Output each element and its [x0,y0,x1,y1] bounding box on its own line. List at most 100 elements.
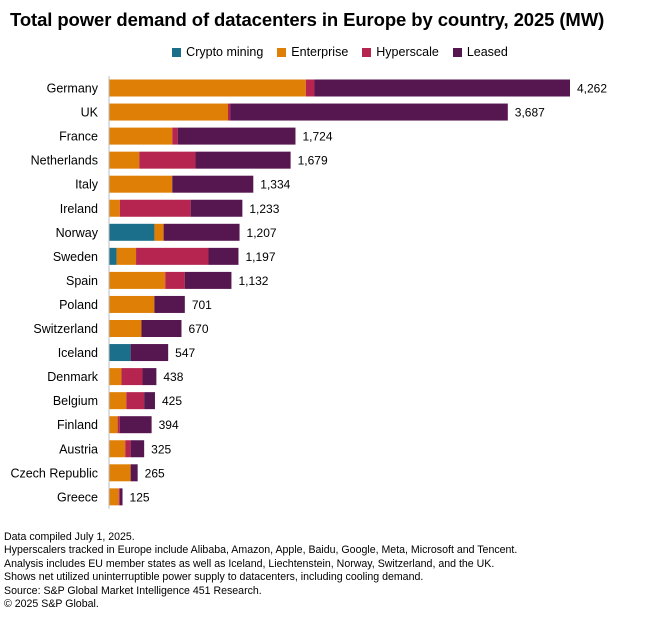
chart-title: Total power demand of datacenters in Eur… [10,9,605,30]
total-value-label: 1,207 [247,226,277,240]
bar-segment-enterprise [109,127,173,145]
bar-segment-hyperscale [118,488,120,506]
bar-segment-hyperscale [125,440,131,458]
legend-item-crypto-mining: Crypto mining [172,45,263,59]
bar-group-switzerland: Switzerland 670 [33,320,209,337]
bar-segment-enterprise [109,392,127,410]
total-value-label: 425 [162,394,182,408]
total-value-label: 3,687 [515,106,545,120]
bar-group-austria: Austria 325 [59,440,172,458]
legend-label: Crypto mining [186,45,264,59]
bar-segment-leased [184,271,232,289]
bar-group-belgium: Belgium 425 [53,392,182,410]
bar-segment-leased [144,392,155,410]
legend-swatch [172,47,182,57]
bar-segment-enterprise [109,488,119,506]
category-label: Sweden [53,250,98,264]
footnotes: Data compiled July 1, 2025. Hyperscalers… [4,531,517,611]
bar-segment-hyperscale [117,416,120,434]
bar-segment-hyperscale [165,271,185,289]
legend-label: Enterprise [291,45,349,59]
bar-segment-leased [230,103,508,121]
total-value-label: 670 [188,322,208,336]
legend-label: Leased [466,45,508,59]
bar-segment-leased [141,320,182,337]
bar-segment-enterprise [116,247,137,265]
bar-segment-crypto-mining [109,223,155,241]
bar-group-finland: Finland 394 [57,416,179,434]
bar-group-netherlands: Netherlands 1,679 [31,151,328,169]
category-label: Poland [59,298,98,312]
category-label: Iceland [58,346,98,360]
bar-segment-leased [177,127,296,145]
bar-segment-enterprise [109,175,173,193]
bar-segment-hyperscale [305,79,315,97]
category-label: Austria [59,442,98,456]
bar-segment-enterprise [109,440,126,458]
total-value-label: 1,197 [245,250,275,264]
category-label: Italy [75,178,99,192]
bar-segment-leased [154,295,185,313]
legend-swatch [452,47,462,57]
bar-group-france: France 1,724 [59,127,333,145]
bar-segment-hyperscale [121,368,143,386]
bar-segment-leased [130,464,138,482]
category-label: France [59,130,98,144]
total-value-label: 1,679 [298,154,328,168]
bar-segment-hyperscale [227,103,231,121]
category-label: UK [81,106,99,120]
bar-segment-leased [119,488,123,506]
bar-segment-hyperscale [139,151,196,169]
category-label: Finland [57,418,98,432]
bar-segment-leased [208,247,239,265]
bar-group-norway: Norway 1,207 [56,223,277,241]
footnote-copyright: © 2025 S&P Global. [4,598,99,611]
bar-segment-leased [190,199,243,217]
bar-segment-hyperscale [172,127,178,145]
bar-segment-leased [163,223,240,241]
bar-group-czech-republic: Czech Republic 265 [10,464,165,482]
total-value-label: 1,334 [260,178,290,192]
bar-group-italy: Italy 1,334 [75,175,291,193]
bar-segment-enterprise [154,223,164,241]
category-label: Ireland [60,202,98,216]
bar-group-poland: Poland 701 [59,295,212,313]
bar-segment-leased [130,344,169,362]
bar-segment-enterprise [109,368,122,386]
total-value-label: 394 [159,418,179,432]
bar-group-sweden: Sweden 1,197 [53,247,276,265]
bar-group-greece: Greece 125 [57,488,150,506]
footnote-date: Data compiled July 1, 2025. [4,531,135,543]
bar-group-iceland: Iceland 547 [58,344,196,362]
footnote-measure: Shows net utilized uninterruptible power… [4,571,424,584]
legend-swatch [277,47,287,57]
category-label: Netherlands [31,154,98,168]
total-value-label: 1,233 [249,202,279,216]
category-label: Belgium [53,394,98,408]
bar-segment-hyperscale [126,392,145,410]
bar-segment-enterprise [109,295,155,313]
category-label: Norway [56,226,99,240]
bar-segment-enterprise [109,320,142,337]
category-label: Denmark [47,370,98,384]
category-label: Greece [57,490,98,504]
bar-group-denmark: Denmark 438 [47,368,184,386]
total-value-label: 325 [151,442,171,456]
total-value-label: 265 [145,466,165,480]
legend-item-hyperscale: Hyperscale [362,45,439,59]
category-label: Germany [47,82,99,96]
category-label: Switzerland [33,322,98,336]
legend-swatch [362,47,372,57]
legend-label: Hyperscale [376,45,439,59]
bar-segment-hyperscale [119,199,191,217]
bar-segment-leased [119,416,152,434]
bar-segment-crypto-mining [109,344,131,362]
bar-segment-leased [314,79,570,97]
bar-group-uk: UK 3,687 [81,103,545,121]
total-value-label: 1,724 [302,130,332,144]
bar-segment-leased [195,151,291,169]
total-value-label: 125 [130,490,150,504]
footnote-hyperscalers: Hyperscalers tracked in Europe include A… [4,544,518,557]
bar-group-ireland: Ireland 1,233 [60,199,280,217]
total-value-label: 547 [175,346,195,360]
